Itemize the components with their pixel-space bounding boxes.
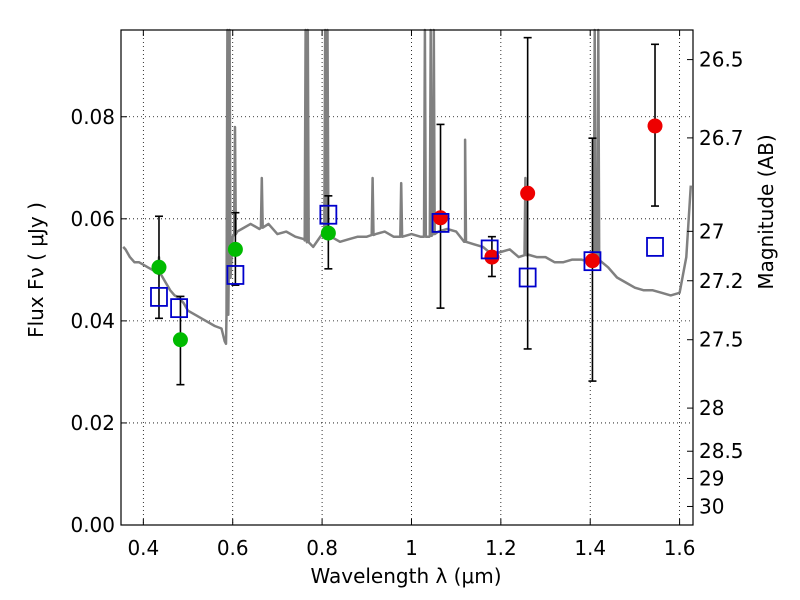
ticks-layer: 0.4 0.6 0.8 1 1.2 1.4 1.6 0.00 0.02 0.04 0.06 0.08 2… xyxy=(70,30,744,560)
model-sed-layer xyxy=(122,28,693,346)
mag-tick-label: 29 xyxy=(699,466,724,490)
y-tick-label: 0.00 xyxy=(70,513,115,537)
x-axis-title: Wavelength λ (μm) xyxy=(310,564,501,588)
model-box xyxy=(431,212,450,233)
x-tick-label: 0.6 xyxy=(217,536,249,560)
model-box xyxy=(150,286,168,307)
observed-point xyxy=(584,253,600,269)
model-sed-line xyxy=(122,28,693,346)
y-tick-label: 0.04 xyxy=(70,309,115,333)
y-tick-label: 0.02 xyxy=(70,411,115,435)
mag-tick-label: 27 xyxy=(699,219,724,243)
observed-point xyxy=(647,118,663,134)
x-tick-label: 0.4 xyxy=(127,536,159,560)
y-tick-label: 0.08 xyxy=(70,105,115,129)
mag-tick-label: 27.5 xyxy=(699,328,744,352)
mag-tick-label: 28 xyxy=(699,396,724,420)
x-tick-label: 1.2 xyxy=(485,536,517,560)
observed-point xyxy=(520,185,536,201)
observed-point xyxy=(151,259,167,275)
model-box xyxy=(583,251,602,272)
observed-point xyxy=(172,332,188,348)
x-tick-label: 1.4 xyxy=(574,536,606,560)
observed-point xyxy=(227,241,243,257)
model-box xyxy=(170,298,188,319)
mag-tick-label: 26.7 xyxy=(699,126,744,150)
observed-point xyxy=(433,210,449,226)
x-tick-label: 1.6 xyxy=(664,536,696,560)
y2-axis-title: Magnitude (AB) xyxy=(754,134,778,289)
model-box xyxy=(518,267,537,288)
observed-point xyxy=(484,249,500,265)
x-tick-label: 0.8 xyxy=(306,536,338,560)
mag-tick-label: 30 xyxy=(699,494,724,518)
mag-tick-label: 26.5 xyxy=(699,48,744,72)
model-box xyxy=(646,236,664,257)
model-box xyxy=(480,239,499,260)
model-box xyxy=(226,265,245,285)
mag-tick-label: 27.2 xyxy=(699,269,744,293)
x-tick-label: 1 xyxy=(405,536,418,560)
model-box xyxy=(319,204,338,225)
observed-point xyxy=(320,225,336,241)
grid-lines xyxy=(121,30,693,525)
y-axis-title: Flux Fν ( μJy ) xyxy=(24,202,48,338)
plot-frame xyxy=(120,29,694,526)
mag-tick-label: 28.5 xyxy=(699,439,744,463)
y-tick-label: 0.06 xyxy=(70,207,115,231)
model-boxes-layer xyxy=(150,204,664,319)
